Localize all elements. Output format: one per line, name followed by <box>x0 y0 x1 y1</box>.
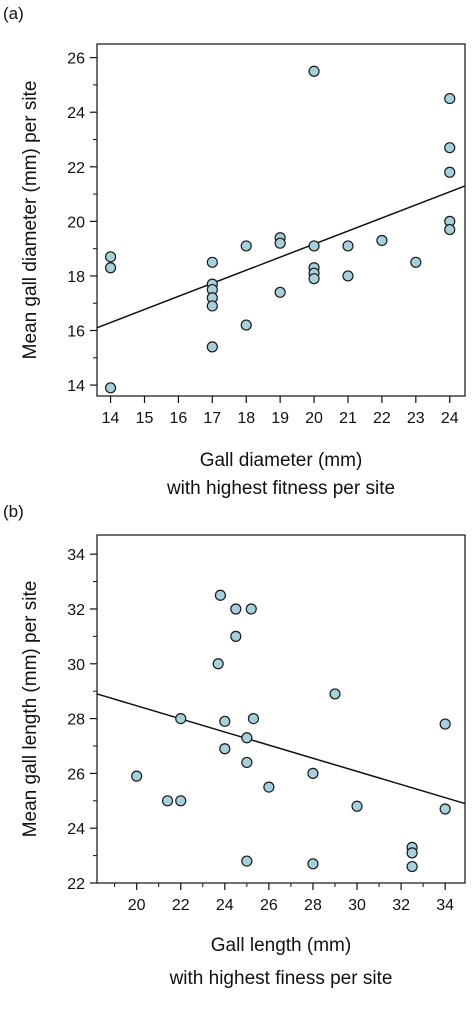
chart-b-plot-frame <box>96 534 466 884</box>
data-point <box>376 234 388 247</box>
x-tick-label: 21 <box>339 410 357 427</box>
chart-b-points <box>131 589 451 873</box>
y-tick-label: 26 <box>67 766 85 783</box>
x-tick-label: 22 <box>373 410 391 427</box>
y-tick-label: 20 <box>67 214 85 231</box>
x-tick-label: 30 <box>348 897 366 914</box>
data-point <box>342 240 354 252</box>
chart-b-x-axis-title: Gall length (mm) <box>211 935 351 956</box>
chart-a-points <box>104 65 456 394</box>
data-point <box>247 712 260 725</box>
chart-b-panel-label: (b) <box>3 502 24 521</box>
data-point <box>245 603 257 615</box>
regression-line <box>96 693 466 805</box>
data-point <box>240 240 252 252</box>
data-point <box>214 589 227 601</box>
data-point <box>241 732 253 744</box>
y-tick-label: 24 <box>67 821 85 838</box>
x-tick-label: 24 <box>216 897 234 914</box>
y-tick-label: 22 <box>67 876 85 893</box>
data-point <box>439 803 451 815</box>
chart-a-ticks: 14 15 16 17 18 19 20 21 22 23 24 14 16 18 20 22 24 26 <box>67 51 459 427</box>
data-point <box>219 743 231 755</box>
x-tick-label: 28 <box>304 897 322 914</box>
data-point <box>444 166 456 178</box>
x-tick-label: 32 <box>392 897 410 914</box>
data-point <box>444 223 456 236</box>
data-point <box>351 800 363 812</box>
data-point <box>104 251 117 263</box>
data-point <box>241 855 253 867</box>
data-point <box>230 603 242 615</box>
chart-b: (b) 20 22 24 26 28 30 32 34 22 24 26 28 30 32 34 Gall … <box>3 502 466 989</box>
chart-b-x-axis-subtitle: with highest finess per site <box>169 968 393 989</box>
chart-a-panel-label: (a) <box>3 4 24 23</box>
data-point <box>175 712 187 725</box>
data-point <box>206 341 218 353</box>
data-point <box>406 847 418 859</box>
x-tick-label: 18 <box>237 410 255 427</box>
x-tick-label: 24 <box>441 410 459 427</box>
data-point <box>274 286 286 298</box>
chart-b-fit-line-group <box>96 693 466 805</box>
data-point <box>406 860 418 873</box>
data-point <box>104 262 117 274</box>
chart-a-x-axis-subtitle: with highest fitness per site <box>166 478 395 499</box>
data-point <box>329 688 341 700</box>
y-tick-label: 32 <box>67 602 85 619</box>
data-point <box>104 382 117 394</box>
data-point <box>263 781 275 793</box>
y-tick-label: 18 <box>67 269 85 286</box>
chart-a-fit-line-group <box>96 185 466 329</box>
x-tick-label: 19 <box>271 410 289 427</box>
data-point <box>161 795 174 807</box>
y-tick-label: 26 <box>67 51 85 68</box>
data-point <box>308 273 320 285</box>
data-point <box>274 237 286 249</box>
chart-a-x-axis-title: Gall diameter (mm) <box>200 450 363 471</box>
data-point <box>241 756 253 769</box>
x-tick-label: 23 <box>407 410 425 427</box>
data-point <box>131 770 143 782</box>
x-tick-label: 34 <box>436 897 454 914</box>
chart-b-y-axis-title: Mean gall length (mm) per site <box>20 581 41 838</box>
data-point <box>342 270 354 282</box>
chart-a-y-axis-title: Mean gall diameter (mm) per site <box>20 81 41 360</box>
x-tick-label: 15 <box>136 410 154 427</box>
data-point <box>444 92 456 105</box>
data-point <box>219 715 231 727</box>
y-tick-label: 30 <box>67 657 85 674</box>
x-tick-label: 26 <box>260 897 278 914</box>
data-point <box>240 319 252 331</box>
chart-a: (a) 14 15 16 17 18 19 20 21 22 23 24 14 16 18 20 22 24 26… <box>3 4 466 499</box>
y-tick-label: 34 <box>67 547 85 564</box>
y-tick-label: 22 <box>67 160 85 177</box>
data-point <box>206 300 218 312</box>
data-point <box>307 767 319 779</box>
data-point <box>212 658 224 670</box>
data-point <box>206 256 218 268</box>
x-tick-label: 16 <box>170 410 188 427</box>
y-tick-label: 14 <box>67 378 85 395</box>
data-point <box>308 65 320 77</box>
data-point <box>308 240 320 252</box>
y-tick-label: 24 <box>67 105 85 122</box>
x-tick-label: 14 <box>102 410 120 427</box>
data-point <box>439 718 451 730</box>
data-point <box>230 630 242 642</box>
chart-a-plot-frame <box>96 43 466 397</box>
x-tick-label: 20 <box>128 897 146 914</box>
data-point <box>175 795 187 807</box>
x-tick-label: 17 <box>203 410 221 427</box>
data-point <box>307 858 319 870</box>
data-point <box>410 256 422 268</box>
y-tick-label: 28 <box>67 712 85 729</box>
y-tick-label: 16 <box>67 324 85 341</box>
chart-b-ticks: 20 22 24 26 28 30 32 34 22 24 26 28 30 32 34 <box>67 547 454 914</box>
data-point <box>444 142 456 154</box>
regression-line <box>96 185 466 329</box>
x-tick-label: 22 <box>172 897 190 914</box>
x-tick-label: 20 <box>305 410 323 427</box>
